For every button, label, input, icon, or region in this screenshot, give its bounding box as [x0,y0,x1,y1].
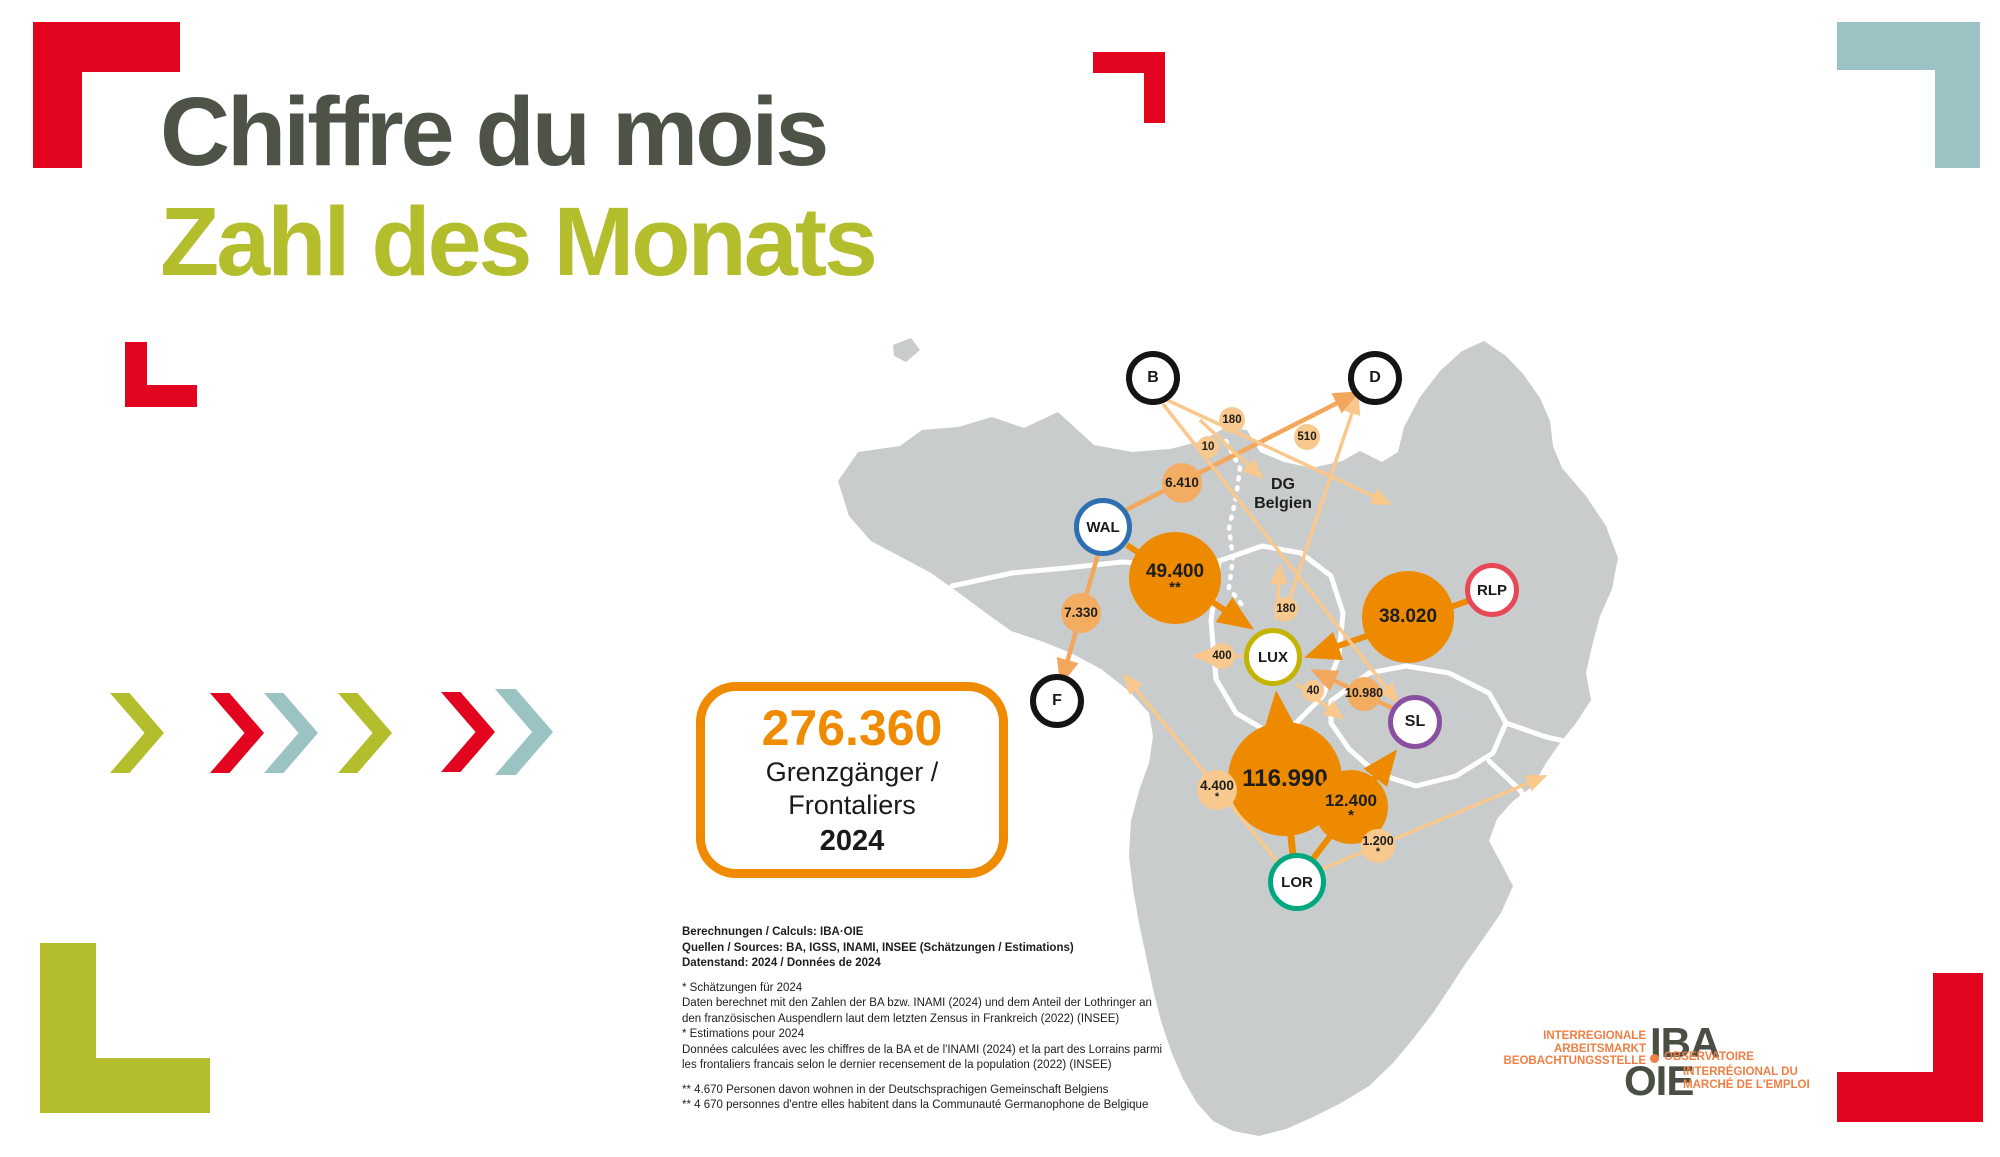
flow-note-asterisk: * [1375,846,1381,859]
region-node-lux: LUX [1244,628,1302,686]
logo-dot-icon [1650,1054,1659,1063]
region-node-lor: LOR [1268,853,1326,911]
chevron-icon [210,693,264,773]
flow-value: 180 [1276,602,1296,615]
headline-figure-box: 276.360 Grenzgänger / Frontaliers 2024 [696,682,1008,878]
flow-value-badge: 180 [1274,597,1298,621]
region-node-d: D [1348,351,1402,405]
headline-figure-label-de: Grenzgänger / [765,757,939,787]
footnote-line: les frontaliers francais selon le dernie… [682,1059,1112,1071]
logo-iba: IBA [1650,1019,1720,1066]
flow-value-badge: 180 [1219,407,1245,433]
flow-value-badge: 510 [1294,424,1320,450]
border-dg-belgien-dotted [1223,438,1249,613]
corner-bar [33,22,82,168]
footnote-line: * Schätzungen für 2024 [682,981,803,994]
chevron-icon [495,689,553,775]
flow-value-badge: 4.400 * [1197,770,1237,810]
flow-value-badge: 40 [1302,680,1324,702]
dg-belgien-line1: DG [1271,476,1295,493]
flow-value: 7.330 [1064,604,1098,620]
flow-value-badge: 38.020 [1362,571,1454,663]
region-node-b: B [1126,351,1180,405]
logo-french-text: INTERRÉGIONAL DU MARCHÉ DE L'EMPLOI [1683,1066,1810,1091]
corner-bar [1935,22,1980,168]
footnote-line: den französischen Auspendlern laut dem l… [682,1012,1120,1025]
region-node-rlp: RLP [1465,563,1519,617]
dg-belgien-line2: Belgien [1254,495,1312,512]
flow-value: 400 [1212,649,1232,662]
border-saarland-southeast [1486,758,1536,822]
flow-value-badge: 400 [1209,643,1235,669]
flow-value: 40 [1306,684,1320,697]
footnote-line: * Estimations pour 2024 [682,1028,805,1040]
logo-oie: OIE [1624,1057,1694,1104]
flow-value: 49.400 [1145,561,1205,583]
sources-block: Berechnungen / Calculs: IBA·OIE Quellen … [682,925,1162,1114]
dg-belgien-label: DG Belgien [1243,475,1323,513]
headline-figure-value: 276.360 [761,700,943,756]
chevron-icon [110,693,164,773]
flow-value: 1.200 [1362,834,1394,849]
flow-value-badge: 10.980 [1344,677,1384,711]
corner-bar [125,385,197,407]
chevron-icon [441,692,495,772]
logo-text-line: INTERRÉGIONAL DU [1683,1066,1798,1078]
flow-value-badge: 6.410 [1162,463,1202,503]
chevron-icon [264,693,318,773]
region-node-sl: SL [1388,695,1442,749]
flow-value-badge: 1.200 * [1361,829,1395,863]
logo-german-text: INTERREGIONALE ARBEITSMARKT BEOBACHTUNGS… [1504,1030,1646,1068]
headline-figure-label-fr: Frontaliers [788,790,916,820]
sources-sources: Quellen / Sources: BA, IGSS, INAMI, INSE… [682,941,1074,954]
logo-text-line: BEOBACHTUNGSSTELLE [1503,1055,1646,1067]
headline-figure-year: 2024 [819,825,885,857]
flow-note-asterisk: ** [1169,578,1181,596]
flow-value: 10 [1201,440,1215,453]
corner-bar [1837,1072,1983,1122]
logo-text-line: MARCHÉ DE L'EMPLOI [1683,1078,1810,1091]
flow-value-badge: 10 [1197,436,1219,458]
footnote-line: Daten berechnet mit den Zahlen der BA bz… [682,997,1152,1009]
flow-value: 510 [1297,430,1317,443]
logo-text-line: INTERREGIONALE [1543,1030,1646,1042]
flow-value-badge: 49.400 ** [1129,532,1221,624]
footnote-line: ** 4.670 Personen davon wohnen in der De… [682,1083,1109,1096]
flow-note-asterisk: * [1214,790,1220,803]
logo-text-line: ARBEITSMARKT [1554,1042,1646,1055]
border-rlp-lorraine [1503,720,1581,747]
footnote-line: ** 4 670 personnes d'entre elles habiten… [682,1099,1149,1111]
logo-observatoire: OBSERVATOIRE [1664,1051,1754,1063]
page-title-german: Zahl des Monats [160,187,878,296]
sources-data-date: Datenstand: 2024 / Données de 2024 [682,957,881,969]
chevron-icon [338,693,392,773]
flow-value: 4.400 [1200,777,1234,793]
corner-bar [40,1058,210,1113]
footnote-line: Données calculées avec les chiffres de l… [682,1043,1163,1056]
flow-note-asterisk: * [1348,806,1354,824]
corner-bar [1144,52,1165,123]
flow-value: 12.400 [1325,791,1377,811]
region-node-wal: WAL [1074,498,1132,556]
flow-value: 6.410 [1165,474,1199,490]
page-title-french: Chiffre du mois [160,77,829,186]
flow-value-badge: 7.330 [1061,593,1101,633]
flow-value: 180 [1222,413,1242,426]
sources-calculations: Berechnungen / Calculs: IBA·OIE [682,926,864,938]
flow-value: 116.990 [1242,765,1328,793]
map-sliver [893,338,920,362]
flow-value: 38.020 [1378,606,1438,628]
region-node-f: F [1030,674,1084,728]
flow-value: 10.980 [1344,686,1384,701]
